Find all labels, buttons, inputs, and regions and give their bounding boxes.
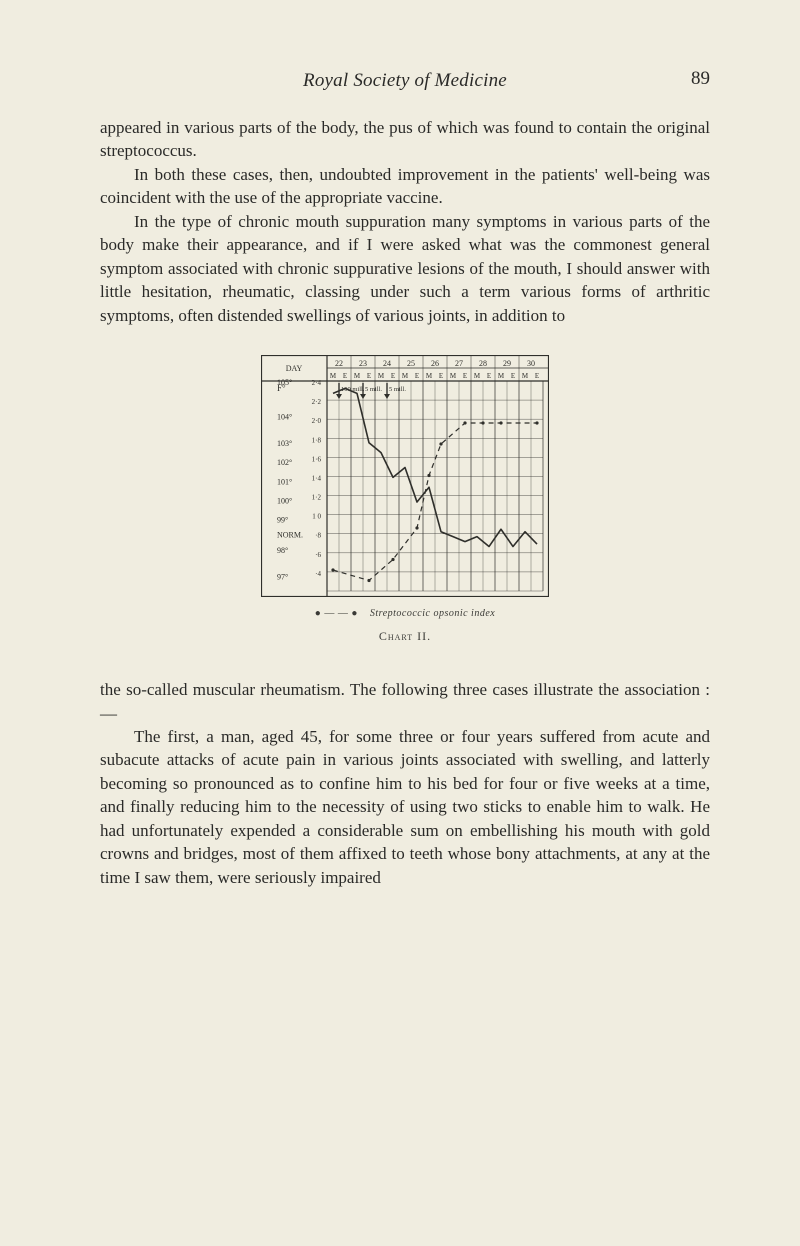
- paragraph-3: In the type of chronic mouth suppuration…: [100, 210, 710, 327]
- svg-text:1·2: 1·2: [312, 494, 322, 502]
- svg-text:5 mill.: 5 mill.: [389, 386, 406, 393]
- svg-text:2·4: 2·4: [312, 379, 322, 387]
- svg-text:E: E: [343, 372, 347, 380]
- svg-text:E: E: [463, 372, 467, 380]
- svg-text:E: E: [487, 372, 491, 380]
- paragraph-5: The first, a man, aged 45, for some thre…: [100, 725, 710, 889]
- svg-text:103°: 103°: [277, 439, 292, 448]
- chart-2: DAY222324252627282930MEMEMEMEMEMEMEMEMEF…: [261, 355, 549, 644]
- svg-text:25: 25: [407, 359, 415, 368]
- svg-text:E: E: [511, 372, 515, 380]
- svg-text:M: M: [426, 372, 433, 380]
- svg-text:104°: 104°: [277, 412, 292, 421]
- svg-text:28: 28: [479, 359, 487, 368]
- chart-caption: Chart II.: [261, 629, 549, 644]
- svg-text:M: M: [522, 372, 529, 380]
- svg-text:2·0: 2·0: [312, 417, 322, 425]
- svg-text:97°: 97°: [277, 573, 288, 582]
- svg-text:M: M: [354, 372, 361, 380]
- chart-legend: ● — — ● Streptococcic opsonic index: [261, 608, 549, 619]
- svg-text:DAY: DAY: [286, 364, 303, 373]
- paragraph-1: appeared in various parts of the body, t…: [100, 116, 710, 163]
- svg-text:1·6: 1·6: [312, 455, 322, 463]
- svg-text:·4: ·4: [315, 570, 321, 578]
- svg-text:22: 22: [335, 359, 343, 368]
- svg-text:M: M: [402, 372, 409, 380]
- svg-text:27: 27: [455, 359, 463, 368]
- svg-text:105°: 105°: [277, 378, 292, 387]
- running-title: Royal Society of Medicine: [303, 70, 507, 92]
- svg-text:·8: ·8: [315, 532, 321, 540]
- svg-text:29: 29: [503, 359, 511, 368]
- svg-text:100 mill.: 100 mill.: [341, 386, 365, 393]
- svg-text:5 mill.: 5 mill.: [365, 386, 382, 393]
- body-text-lower: the so-called muscular rheumatism. The f…: [100, 678, 710, 889]
- svg-text:23: 23: [359, 359, 367, 368]
- svg-text:M: M: [330, 372, 337, 380]
- page-number: 89: [691, 68, 710, 90]
- body-text-upper: appeared in various parts of the body, t…: [100, 116, 710, 327]
- legend-text: Streptococcic opsonic index: [370, 608, 495, 619]
- svg-text:M: M: [474, 372, 481, 380]
- svg-text:M: M: [450, 372, 457, 380]
- legend-marker: ● — — ●: [315, 608, 358, 619]
- svg-text:100°: 100°: [277, 496, 292, 505]
- svg-text:98°: 98°: [277, 546, 288, 555]
- svg-text:101°: 101°: [277, 477, 292, 486]
- svg-text:30: 30: [527, 359, 535, 368]
- svg-text:102°: 102°: [277, 458, 292, 467]
- svg-text:E: E: [439, 372, 443, 380]
- svg-text:E: E: [535, 372, 539, 380]
- svg-text:NORM.: NORM.: [277, 531, 303, 540]
- svg-text:E: E: [415, 372, 419, 380]
- svg-text:1·8: 1·8: [312, 436, 322, 444]
- svg-text:E: E: [391, 372, 395, 380]
- svg-text:26: 26: [431, 359, 439, 368]
- paragraph-4: the so-called muscular rheumatism. The f…: [100, 678, 710, 725]
- svg-text:M: M: [498, 372, 505, 380]
- svg-text:1·4: 1·4: [312, 475, 322, 483]
- svg-text:1 0: 1 0: [312, 513, 321, 521]
- chart-svg: DAY222324252627282930MEMEMEMEMEMEMEMEMEF…: [261, 355, 549, 597]
- svg-text:E: E: [367, 372, 371, 380]
- svg-text:99°: 99°: [277, 516, 288, 525]
- svg-text:24: 24: [383, 359, 391, 368]
- paragraph-2: In both these cases, then, undoubted imp…: [100, 163, 710, 210]
- svg-text:2·2: 2·2: [312, 398, 322, 406]
- svg-text:M: M: [378, 372, 385, 380]
- svg-text:·6: ·6: [315, 551, 321, 559]
